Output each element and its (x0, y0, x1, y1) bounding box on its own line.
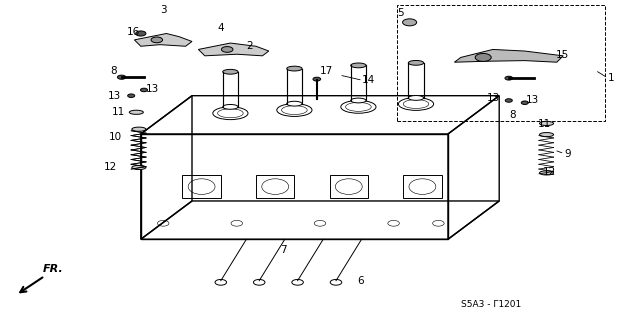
Ellipse shape (129, 110, 143, 114)
Bar (330, 175, 368, 198)
Polygon shape (198, 43, 269, 56)
Text: FR.: FR. (43, 264, 63, 274)
Ellipse shape (287, 66, 302, 71)
Ellipse shape (132, 127, 146, 131)
Text: 17: 17 (320, 66, 333, 76)
Text: 5: 5 (397, 8, 403, 19)
Ellipse shape (540, 171, 554, 175)
Ellipse shape (313, 77, 321, 81)
Text: 2: 2 (246, 41, 253, 51)
Ellipse shape (540, 122, 554, 126)
Bar (182, 175, 221, 198)
Text: 4: 4 (218, 23, 224, 33)
Text: 9: 9 (564, 149, 571, 159)
Text: 10: 10 (109, 131, 122, 142)
Bar (256, 175, 294, 198)
Text: 13: 13 (146, 84, 159, 94)
Polygon shape (454, 49, 563, 62)
Text: 1: 1 (608, 73, 614, 83)
Ellipse shape (223, 104, 238, 109)
Ellipse shape (253, 279, 265, 285)
Ellipse shape (351, 63, 366, 68)
Bar (403, 175, 442, 198)
Bar (397, 5, 605, 121)
Ellipse shape (506, 99, 513, 102)
Ellipse shape (408, 61, 424, 65)
Ellipse shape (330, 279, 342, 285)
Text: 12: 12 (543, 167, 556, 177)
Text: S5A3 - Γ1201: S5A3 - Γ1201 (461, 300, 521, 309)
Text: 14: 14 (362, 75, 375, 85)
Ellipse shape (141, 88, 148, 92)
Text: 12: 12 (104, 161, 117, 172)
Ellipse shape (521, 101, 528, 105)
Ellipse shape (475, 54, 492, 62)
Ellipse shape (292, 279, 303, 285)
Text: 16: 16 (127, 27, 140, 37)
Ellipse shape (351, 98, 366, 103)
Ellipse shape (223, 70, 238, 74)
Text: 11: 11 (538, 119, 551, 130)
Text: 13: 13 (486, 93, 500, 103)
Ellipse shape (215, 279, 227, 285)
Ellipse shape (221, 47, 233, 52)
Ellipse shape (403, 19, 417, 26)
Text: 8: 8 (509, 110, 515, 120)
Ellipse shape (128, 94, 135, 98)
Ellipse shape (505, 76, 513, 80)
Text: 3: 3 (160, 5, 166, 15)
Text: 7: 7 (280, 245, 286, 256)
Ellipse shape (136, 31, 146, 36)
Text: 8: 8 (110, 66, 116, 76)
Text: 11: 11 (112, 107, 125, 117)
Ellipse shape (118, 75, 125, 79)
Ellipse shape (408, 96, 424, 100)
Ellipse shape (151, 37, 163, 43)
Text: 13: 13 (108, 91, 121, 101)
Text: 6: 6 (357, 276, 364, 286)
Ellipse shape (540, 133, 554, 137)
Text: 13: 13 (526, 95, 540, 106)
Polygon shape (134, 33, 192, 46)
Text: 15: 15 (556, 50, 569, 60)
Ellipse shape (287, 101, 302, 106)
Ellipse shape (132, 165, 146, 170)
